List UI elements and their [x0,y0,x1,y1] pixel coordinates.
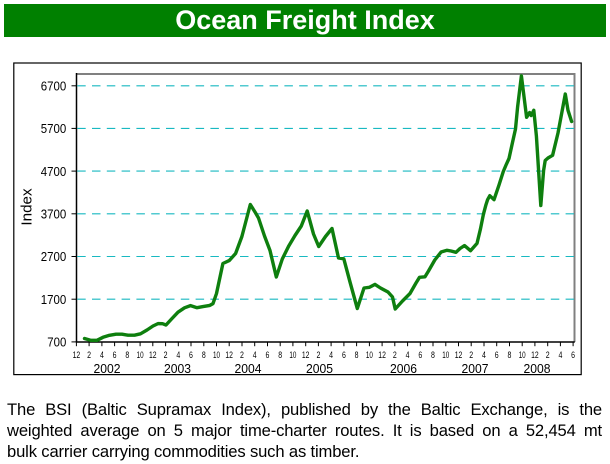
svg-text:12: 12 [378,350,386,360]
svg-text:8: 8 [431,350,435,360]
svg-text:Index: Index [20,188,36,226]
svg-text:6: 6 [418,350,422,360]
svg-text:2005: 2005 [306,362,333,376]
svg-text:2700: 2700 [41,249,67,264]
svg-text:6: 6 [342,350,346,360]
svg-text:6: 6 [189,350,193,360]
svg-text:2002: 2002 [94,362,121,376]
svg-text:6: 6 [495,350,499,360]
svg-text:10: 10 [519,350,526,360]
svg-text:2004: 2004 [235,362,262,376]
svg-text:10: 10 [366,350,373,360]
svg-text:2008: 2008 [524,362,551,376]
svg-text:10: 10 [213,350,220,360]
svg-text:6: 6 [266,350,270,360]
svg-text:8: 8 [278,350,282,360]
svg-text:6: 6 [571,350,575,360]
svg-text:2: 2 [469,350,473,360]
svg-text:10: 10 [289,350,296,360]
svg-text:4: 4 [406,350,410,360]
svg-text:2: 2 [393,350,397,360]
svg-text:12: 12 [149,350,157,360]
svg-text:700: 700 [47,335,66,350]
svg-text:12: 12 [225,350,233,360]
svg-text:12: 12 [302,350,310,360]
svg-text:2: 2 [546,350,550,360]
svg-text:10: 10 [137,350,144,360]
svg-text:2007: 2007 [462,362,489,376]
svg-text:8: 8 [355,350,359,360]
svg-text:2: 2 [164,350,168,360]
svg-text:4700: 4700 [41,164,67,179]
svg-text:4: 4 [100,350,104,360]
svg-text:4: 4 [482,350,486,360]
svg-text:12: 12 [531,350,539,360]
svg-text:8: 8 [508,350,512,360]
svg-text:6700: 6700 [41,79,67,94]
svg-text:2: 2 [316,350,320,360]
svg-text:12: 12 [73,350,81,360]
svg-text:5700: 5700 [41,121,67,136]
svg-text:8: 8 [125,350,129,360]
svg-text:12: 12 [455,350,463,360]
svg-text:4: 4 [176,350,180,360]
svg-text:10: 10 [442,350,449,360]
svg-text:2: 2 [87,350,91,360]
svg-text:4: 4 [558,350,562,360]
svg-text:6: 6 [113,350,117,360]
svg-text:2: 2 [240,350,244,360]
svg-text:2006: 2006 [390,362,417,376]
svg-text:2003: 2003 [164,362,191,376]
svg-text:1700: 1700 [41,292,67,307]
svg-text:4: 4 [253,350,257,360]
svg-text:8: 8 [202,350,206,360]
svg-text:3700: 3700 [41,207,67,222]
svg-text:4: 4 [329,350,333,360]
